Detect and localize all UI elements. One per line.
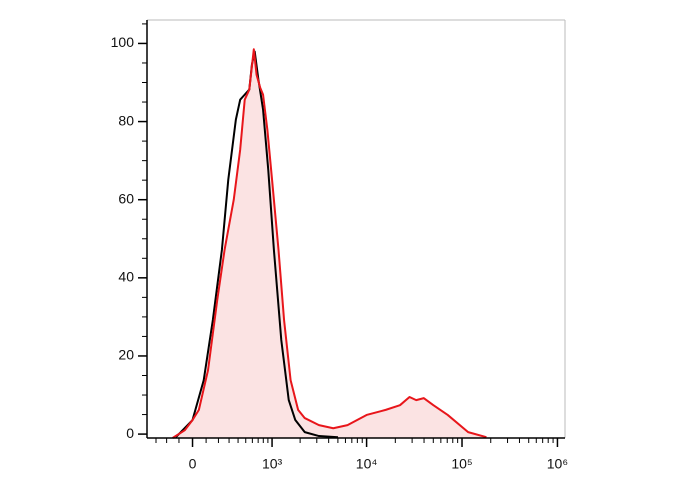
y-tick-label: 40: [118, 269, 134, 285]
x-tick-label: 10⁶: [547, 456, 568, 472]
x-tick-label: 0: [189, 456, 197, 472]
x-tick-label: 10³: [262, 456, 283, 472]
series-line: [172, 48, 487, 439]
y-tick-label: 20: [118, 347, 134, 363]
series-fill: [172, 49, 487, 438]
x-tick-label: 10⁴: [356, 456, 378, 472]
y-tick-label: 60: [118, 190, 134, 206]
y-tick-label: 0: [126, 425, 134, 441]
y-tick-label: 80: [118, 112, 134, 128]
x-tick-label: 10⁵: [451, 456, 472, 472]
y-tick-label: 100: [111, 34, 135, 50]
